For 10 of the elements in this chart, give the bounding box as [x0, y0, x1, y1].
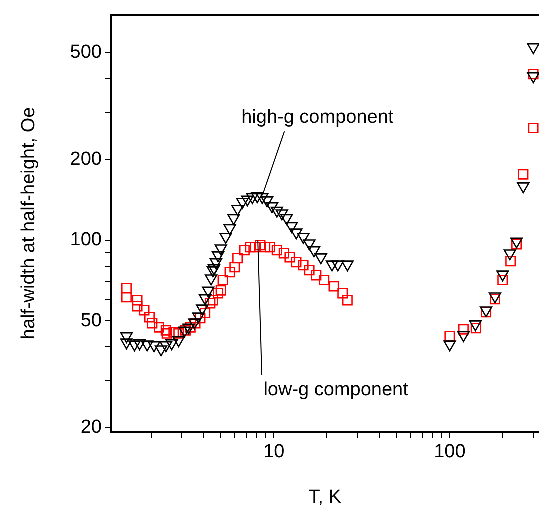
x-tick-label: 10: [264, 442, 285, 463]
y-tick-label: 50: [80, 310, 102, 332]
x-axis-title: T, K: [308, 486, 342, 508]
y-tick-label: 100: [70, 230, 102, 251]
y-tick-label: 200: [70, 148, 102, 170]
annotation: high-g component: [242, 106, 394, 128]
y-tick-label: 500: [70, 42, 102, 64]
y-axis-title: half-width at half-height, Oe: [18, 107, 40, 340]
annotation: low-g component: [264, 380, 410, 401]
y-tick-label: 20: [80, 417, 102, 438]
